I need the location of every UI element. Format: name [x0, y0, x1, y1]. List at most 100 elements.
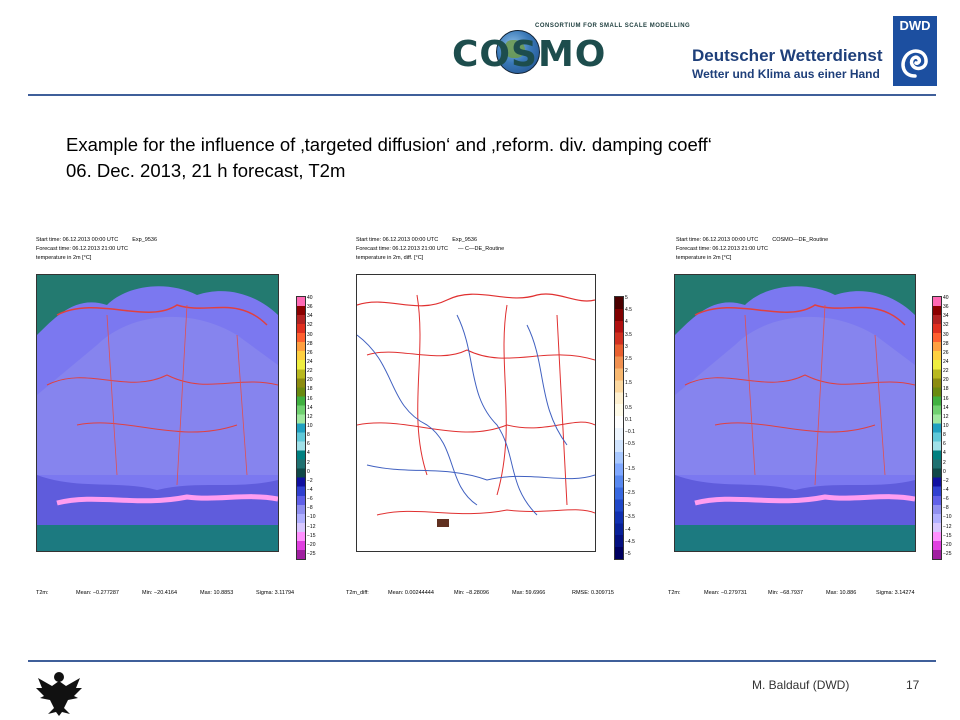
- colorbar-tick-label: −15: [943, 532, 952, 539]
- colorbar-tick-label: −0.5: [625, 441, 635, 448]
- colorbar-tick-label: −8: [943, 505, 949, 512]
- colorbar-tick-label: −3: [625, 502, 631, 509]
- colorbar-tick-label: 36: [307, 304, 313, 311]
- colorbar-tick-label: 2: [307, 459, 310, 466]
- panel-3-colorbar-labels: 40 36 34 32 30 28 26 24 22 20 18 16 14 12 10 8 6 4 2 0 −2 −4−…: [943, 296, 959, 558]
- colorbar-tick-label: 4: [943, 450, 946, 457]
- colorbar-tick-label: 16: [307, 395, 313, 402]
- colorbar-tick-label: 10: [307, 423, 313, 429]
- colorbar-tick-label: 1: [625, 392, 628, 399]
- colorbar-tick-label: −4: [307, 487, 313, 493]
- panel-2-colorbar-labels: 5 4.5 4 3.5 3 2.5 2 1.5 1 0.5 0.1 −0.1 −0.5 −1 −1.5 −2 −…: [625, 296, 645, 558]
- colorbar-tick-label: 40: [943, 295, 949, 301]
- colorbar-tick-label: −4: [625, 526, 631, 533]
- colorbar-tick-label: 10: [943, 423, 949, 429]
- panel-3-stat-label: T2m:: [668, 590, 681, 596]
- colorbar-tick-label: −1: [625, 453, 631, 460]
- colorbar-tick-label: 28: [943, 340, 949, 347]
- panel-3-colorbar: [932, 296, 942, 560]
- colorbar-tick-label: 24: [943, 359, 949, 365]
- colorbar-tick-label: 4: [307, 450, 310, 457]
- panel-3-header: Start time: 06.12.2013 00:00 UTC COSMO—DE…: [676, 236, 828, 263]
- colorbar-tick-label: 0: [943, 468, 946, 475]
- colorbar-tick-label: 30: [943, 331, 949, 338]
- colorbar-tick-label: −8: [307, 505, 313, 512]
- panel-1-forecast: Forecast time: 06.12.2013 21:00 UTC: [36, 246, 129, 252]
- panel-2-stat-mean: Mean: 0.00244444: [388, 590, 434, 596]
- colorbar-tick-label: −5: [625, 551, 631, 557]
- panel-1-stats: T2m: Mean: −0.277287 Min: −20.4164 Max: 10.…: [36, 590, 294, 596]
- panel-3-forecast: Forecast time: 06.12.2013 21:00 UTC: [676, 246, 769, 252]
- panel-1-stat-mean: Mean: −0.277287: [76, 590, 119, 596]
- colorbar-tick-label: −4.5: [625, 538, 635, 545]
- colorbar-tick-label: −25: [943, 551, 952, 557]
- panel-2-header: Start time: 06.12.2013 00:00 UTC Exp_9536…: [356, 236, 504, 263]
- panel-1-stat-sigma: Sigma: 3.11794: [256, 590, 295, 596]
- panel-2-start: Start time: 06.12.2013 00:00 UTC: [356, 237, 439, 243]
- colorbar-tick-label: 26: [307, 349, 313, 356]
- panel-1-stat-label: T2m:: [36, 590, 49, 596]
- colorbar-tick-label: 22: [943, 368, 949, 375]
- colorbar-tick-label: 2: [625, 368, 628, 375]
- header-divider: [28, 94, 936, 96]
- colorbar-tick-label: 4: [625, 319, 628, 326]
- colorbar-tick-label: 34: [943, 313, 949, 320]
- colorbar-tick-label: 6: [943, 441, 946, 448]
- footer-author: M. Baldauf (DWD): [752, 678, 850, 692]
- panel-2-variable: temperature in 2m, diff. [°C]: [356, 255, 424, 261]
- panel-2-stat-min: Min: −8.28096: [454, 590, 490, 596]
- cosmo-logo-text: COSMO: [452, 34, 607, 75]
- colorbar-tick-label: 26: [943, 349, 949, 356]
- panel-2-exp2: — C—DE_Routine: [458, 246, 505, 252]
- colorbar-tick-label: 0.5: [625, 404, 632, 411]
- dwd-badge-label: DWD: [899, 18, 931, 33]
- colorbar-tick-label: 6: [307, 441, 310, 448]
- colorbar-tick-label: −1.5: [625, 465, 635, 472]
- colorbar-tick-label: 8: [943, 432, 946, 439]
- colorbar-tick-label: −2: [307, 477, 313, 484]
- colorbar-tick-label: 20: [943, 377, 949, 384]
- panel-1-variable: temperature in 2m [°C]: [36, 255, 92, 261]
- colorbar-tick-label: 40: [307, 295, 313, 301]
- panel-1-colorbar: [296, 296, 306, 560]
- panel-1-exp: Exp_9536: [132, 237, 158, 243]
- federal-eagle-icon: [36, 672, 82, 716]
- panel-1-map: [36, 274, 279, 552]
- colorbar-tick-label: 8: [307, 432, 310, 439]
- colorbar-tick-label: −2: [625, 477, 631, 484]
- colorbar-tick-label: −20: [307, 541, 316, 548]
- colorbar-tick-label: 12: [307, 413, 313, 420]
- panel-3-stat-sigma: Sigma: 3.14274: [876, 590, 915, 596]
- colorbar-tick-label: 14: [307, 404, 313, 411]
- panel-1-colorbar-labels: 40 36 34 32 30 28 26 24 22 20 18 16 14 12 10 8 6 4 2 0 −2 −4−…: [307, 296, 327, 558]
- colorbar-tick-label: −6: [307, 496, 313, 503]
- colorbar-tick-label: −6: [943, 496, 949, 503]
- colorbar-tick-label: −2.5: [625, 490, 635, 497]
- panel-3-stat-min: Min: −68.7937: [768, 590, 804, 596]
- colorbar-tick-label: −12: [943, 523, 952, 530]
- colorbar-tick-label: 24: [307, 359, 313, 365]
- colorbar-tick-label: −2: [943, 477, 949, 484]
- panel-1-colorbar-strip: [296, 296, 306, 560]
- colorbar-tick-label: 12: [943, 413, 949, 420]
- colorbar-tick-label: 4.5: [625, 307, 632, 314]
- colorbar-tick-label: −12: [307, 523, 316, 530]
- panel-2-colorbar: [614, 296, 624, 560]
- panel-3-colorbar-strip: [932, 296, 942, 560]
- panel-3-map: [674, 274, 916, 552]
- cosmo-tagline: CONSORTIUM FOR SMALL SCALE MODELLING: [535, 23, 691, 29]
- panel-2-exp: Exp_9536: [452, 237, 478, 243]
- colorbar-tick-label: −20: [943, 541, 952, 548]
- panel-1-stat-min: Min: −20.4164: [142, 590, 178, 596]
- panel-3-stat-max: Max: 10.886: [826, 590, 857, 596]
- colorbar-tick-label: −10: [307, 514, 316, 521]
- panel-2-forecast: Forecast time: 06.12.2013 21:00 UTC: [356, 246, 449, 252]
- colorbar-tick-label: 0.1: [625, 416, 632, 423]
- panel-2-stat-max: Max: 59.6966: [512, 590, 546, 596]
- panel-3-stat-mean: Mean: −0.279731: [704, 590, 747, 596]
- colorbar-tick-label: 32: [943, 322, 949, 329]
- colorbar-tick-label: −4: [943, 487, 949, 493]
- colorbar-tick-label: −25: [307, 551, 316, 557]
- panel-3-start: Start time: 06.12.2013 00:00 UTC: [676, 237, 759, 243]
- panel-2-stats: T2m_diff: Mean: 0.00244444 Min: −8.28096 Ma…: [346, 590, 614, 596]
